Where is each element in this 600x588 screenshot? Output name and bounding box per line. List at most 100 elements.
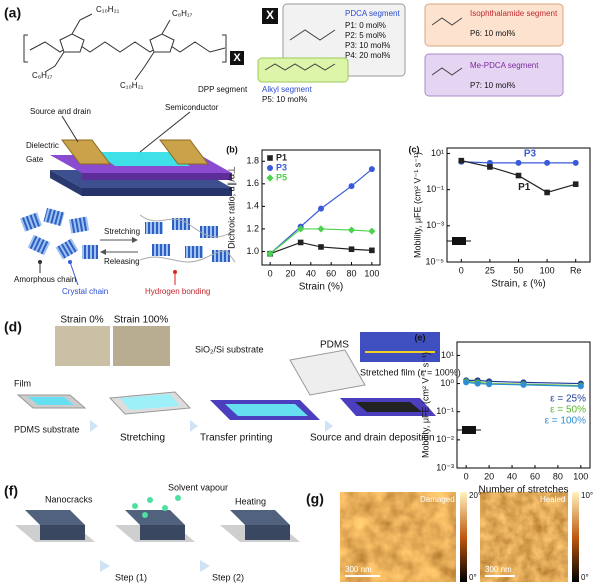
- process-label: PDMS: [320, 340, 349, 351]
- marker: [368, 166, 375, 173]
- device-label: Gate: [26, 155, 44, 164]
- side-chain: C₈H₁₇: [172, 9, 193, 18]
- marker: [486, 381, 493, 388]
- marker: [348, 183, 355, 190]
- process-label: Strain 0%: [60, 315, 103, 326]
- process-label: Strain 100%: [114, 315, 169, 326]
- marker: [267, 165, 273, 171]
- device-label: Semiconductor: [165, 103, 219, 112]
- plot-frame: [456, 341, 591, 469]
- process-label: Transfer printing: [200, 433, 272, 444]
- x-axis-label: Number of stretches: [478, 485, 568, 496]
- colorbar-label: 10°: [581, 491, 593, 500]
- panel-label: (d): [4, 319, 22, 335]
- segment-item: P4: 20 mol%: [345, 51, 390, 60]
- y-tick-label: 10⁻¹: [436, 406, 454, 416]
- healing-label: Step (2): [212, 572, 244, 582]
- x-tick-label: 0: [268, 268, 273, 278]
- chart: 10⁻⁵ 10⁻³ 10⁻¹ 10¹ 0 25 50 100 Re Strain, ε (%) Mo…: [409, 144, 591, 290]
- process-label: Stretching: [120, 433, 165, 444]
- x-tick-label: 80: [347, 268, 357, 278]
- marker: [487, 164, 493, 170]
- process-label: Source and drain deposition: [310, 433, 435, 444]
- segment-box: [257, 57, 349, 83]
- segment-item: P3: 10 mol%: [345, 41, 390, 50]
- segment-name: Me-PDCA segment: [470, 61, 539, 70]
- scale-bar: 300 nm: [345, 565, 372, 574]
- marker: [369, 247, 375, 254]
- chart: 1.0 1.2 1.4 1.6 1.8 0 20 40 60 80 100 Strain (%) Dic…: [226, 144, 381, 293]
- legend-label: ε = 50%: [550, 405, 586, 416]
- segment-structure: [431, 17, 463, 26]
- y-tick-label: 10⁻²: [436, 434, 454, 444]
- process-label: Stretched film (ε = 100%): [360, 367, 461, 377]
- segment-item: P5: 10 mol%: [262, 95, 307, 104]
- chain-label: Releasing: [104, 257, 140, 266]
- legend-label: P1: [276, 152, 287, 162]
- image-label: Healed: [540, 495, 565, 504]
- healing-label: Solvent vapour: [168, 482, 228, 492]
- y-axis-label: Dichroic ratio, α∥/α⊥: [226, 166, 236, 249]
- side-chain: C₁₀H₂₁: [120, 81, 144, 90]
- marker: [572, 181, 579, 187]
- healing-diagram: [15, 495, 300, 572]
- marker: [297, 239, 304, 246]
- colorbar-label: 20°: [469, 491, 481, 500]
- healing-label: Nanocracks: [45, 494, 93, 504]
- marker: [347, 226, 356, 234]
- x-tick-label: 40: [306, 268, 316, 278]
- chain-label: Stretching: [104, 227, 140, 236]
- x-tick-label: 40: [507, 471, 517, 481]
- y-tick-label: 10⁰: [440, 378, 454, 388]
- x-tick-label: 25: [485, 265, 495, 275]
- healing-label: Heating: [235, 496, 266, 506]
- panel-label: (e): [415, 332, 426, 342]
- marker: [266, 250, 274, 258]
- y-tick-label: 10⁻³: [436, 462, 454, 472]
- chart: 10⁻³ 10⁻² 10⁻¹ 10⁰ 10¹ 0 20 40 60 80 100 Number of …: [415, 332, 591, 496]
- x-tick-label: 20: [285, 268, 295, 278]
- x-tick-label: Re: [570, 265, 582, 275]
- marker: [515, 159, 522, 166]
- image-label: Damaged: [420, 495, 455, 504]
- series-label: P3: [524, 149, 537, 160]
- legend-label: P3: [276, 162, 287, 172]
- side-chain: C₁₀H₂₁: [96, 5, 120, 14]
- segment-item: P7: 10 mol%: [470, 81, 515, 90]
- y-tick-label: 10⁻⁵: [426, 256, 445, 266]
- legend-label: ε = 25%: [550, 394, 586, 405]
- marker: [572, 159, 579, 166]
- panel-label: (a): [4, 5, 21, 21]
- chain-label: Crystal chain: [62, 287, 108, 296]
- x-tick-label: 80: [553, 471, 563, 481]
- y-axis-label: Mobility, μFE (cm² V⁻¹ s⁻¹): [412, 152, 422, 258]
- x-marker: X: [266, 8, 274, 22]
- x-tick-label: 0: [464, 471, 469, 481]
- segment-box: [424, 3, 564, 47]
- y-tick-label: 10¹: [441, 350, 454, 360]
- colorbar-label: 0°: [581, 573, 589, 582]
- y-tick-label: 1.0: [246, 246, 259, 256]
- segment-structure: [289, 29, 336, 41]
- y-tick-label: 1.4: [246, 201, 259, 211]
- segment-structure: [264, 63, 336, 71]
- marker: [520, 381, 527, 388]
- x-box: [262, 8, 278, 24]
- segment-structure: [431, 67, 463, 76]
- y-tick-label: 1.2: [246, 223, 259, 233]
- y-tick-label: 10⁻¹: [426, 184, 444, 194]
- segment-item: P2: 5 mol%: [345, 31, 386, 40]
- x-marker: X: [233, 52, 241, 64]
- y-tick-label: 1.8: [246, 156, 259, 166]
- marker: [544, 159, 551, 166]
- x-tick-label: 60: [326, 268, 336, 278]
- marker: [474, 380, 481, 387]
- colorbar-label: 0°: [469, 573, 477, 582]
- chain-diagram: [20, 207, 236, 286]
- x-tick-label: 50: [513, 265, 523, 275]
- process-label: PDMS substrate: [14, 424, 80, 434]
- polymer-structure: [23, 13, 227, 81]
- segment-item: P1: 0 mol%: [345, 21, 386, 30]
- side-chain: C₈H₁₇: [32, 71, 53, 80]
